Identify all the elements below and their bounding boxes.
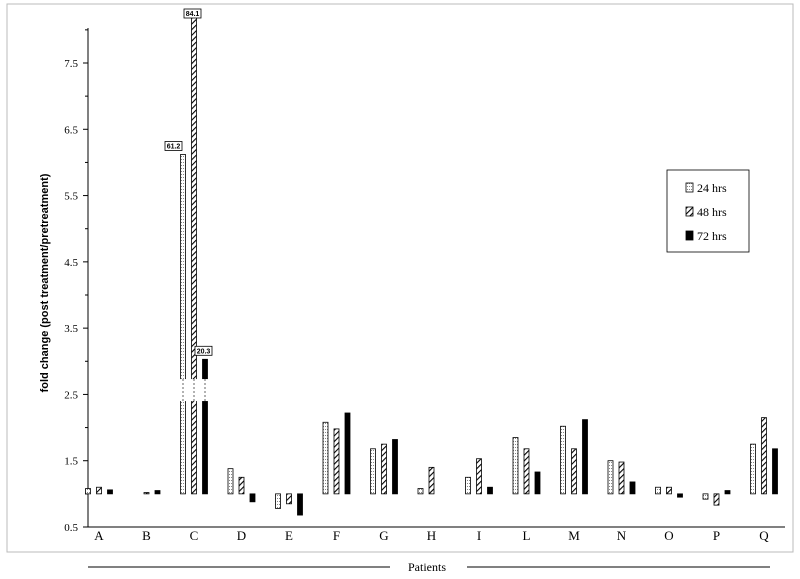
x-axis-title: Patients: [408, 560, 446, 574]
bar-m-48h: [571, 448, 577, 495]
bar-c-24h: [180, 154, 186, 495]
y-tick-label: 4.5: [64, 257, 78, 269]
category-label-g: G: [379, 528, 388, 543]
legend-label: 24 hrs: [697, 181, 727, 195]
bar-q-24h: [750, 443, 756, 495]
legend-swatch: [685, 206, 694, 217]
category-label-f: F: [333, 528, 340, 543]
bar-d-24h: [227, 468, 234, 495]
bar-a-24h: [85, 488, 91, 495]
category-label-b: B: [142, 528, 151, 543]
bar-b-72h: [154, 490, 161, 495]
bar-h-24h: [417, 488, 424, 495]
bar-l-72h: [534, 471, 541, 495]
axes-layer: 0.5 1.5 2.5 3.5 4.5 5.5 6.5 7.5: [64, 28, 785, 534]
y-tick-label: 5.5: [64, 191, 78, 203]
legend-swatch: [685, 230, 694, 241]
axis-break-gap: [190, 379, 198, 402]
y-tick-label: 3.5: [64, 323, 78, 335]
bar-d-72h: [249, 493, 256, 503]
bar-m-24h: [560, 425, 566, 495]
bar-e-72h: [297, 493, 303, 516]
category-label-n: N: [617, 528, 627, 543]
bar-q-48h: [761, 417, 767, 495]
bar-o-72h: [677, 493, 683, 498]
bar-e-24h: [275, 493, 281, 509]
y-tick-label: 1.5: [64, 456, 78, 468]
annotation-label: 84.1: [186, 11, 200, 18]
category-label-c: C: [190, 528, 199, 543]
annotation-label: 61.2: [167, 143, 181, 150]
axis-break-gap: [179, 379, 187, 402]
legend-label: 48 hrs: [697, 205, 727, 219]
category-label-e: E: [285, 528, 293, 543]
bar-b-48h: [143, 492, 150, 495]
bars-layer: [85, 16, 778, 516]
bar-i-72h: [487, 486, 493, 495]
bar-q-72h: [772, 448, 778, 495]
bar-h-48h: [428, 466, 435, 495]
legend-label: 72 hrs: [697, 229, 727, 243]
bar-a-72h: [107, 489, 113, 495]
bar-n-48h: [618, 461, 625, 495]
x-axis-title-group: Patients: [88, 560, 770, 574]
bar-c-72h: [202, 358, 208, 495]
category-label-i: I: [477, 528, 481, 543]
bar-a-48h: [96, 486, 102, 495]
category-label-l: L: [523, 528, 531, 543]
bar-n-72h: [629, 481, 636, 495]
annotation-label: 20.3: [197, 348, 211, 355]
y-axis-title: fold change (post treatment/pretreatment…: [39, 173, 51, 392]
category-label-a: A: [94, 528, 104, 543]
category-label-d: D: [237, 528, 246, 543]
bar-p-72h: [724, 490, 731, 495]
bar-i-48h: [476, 458, 482, 495]
y-tick-label: 0.5: [64, 522, 78, 534]
bar-i-24h: [465, 476, 471, 495]
bar-e-48h: [286, 493, 292, 505]
category-label-p: P: [713, 528, 720, 543]
bar-p-24h: [702, 493, 709, 500]
legend-box: [666, 169, 750, 253]
bar-f-48h: [333, 428, 340, 495]
bar-o-48h: [666, 486, 672, 495]
legend: 24 hrs 48 hrs 72 hrs: [666, 169, 750, 253]
category-label-q: Q: [759, 528, 769, 543]
y-tick-label: 2.5: [64, 389, 78, 401]
bar-p-48h: [713, 493, 720, 506]
y-tick-label: 7.5: [64, 58, 78, 70]
bar-m-72h: [582, 419, 588, 495]
bar-d-48h: [238, 476, 245, 495]
bar-c-48h: [191, 16, 197, 495]
annotation-box: [194, 345, 213, 356]
category-label-o: O: [664, 528, 673, 543]
category-label-h: H: [427, 528, 436, 543]
bar-f-72h: [344, 412, 351, 495]
bar-n-24h: [607, 460, 614, 495]
legend-swatch: [685, 182, 694, 193]
bar-l-48h: [523, 448, 530, 495]
bar-g-72h: [392, 439, 398, 495]
category-label-m: M: [568, 528, 580, 543]
annotations-layer: 61.2 84.1 20.3: [164, 8, 213, 356]
bar-g-48h: [381, 443, 387, 495]
annotation-box: [183, 8, 202, 19]
axis-break-gap: [201, 379, 209, 402]
annotation-box: [164, 141, 183, 151]
y-tick-label: 6.5: [64, 124, 78, 136]
bar-l-24h: [512, 437, 519, 495]
chart-frame: [6, 3, 794, 553]
bar-g-24h: [370, 448, 376, 495]
bar-f-24h: [322, 421, 329, 495]
bar-o-24h: [655, 486, 661, 495]
